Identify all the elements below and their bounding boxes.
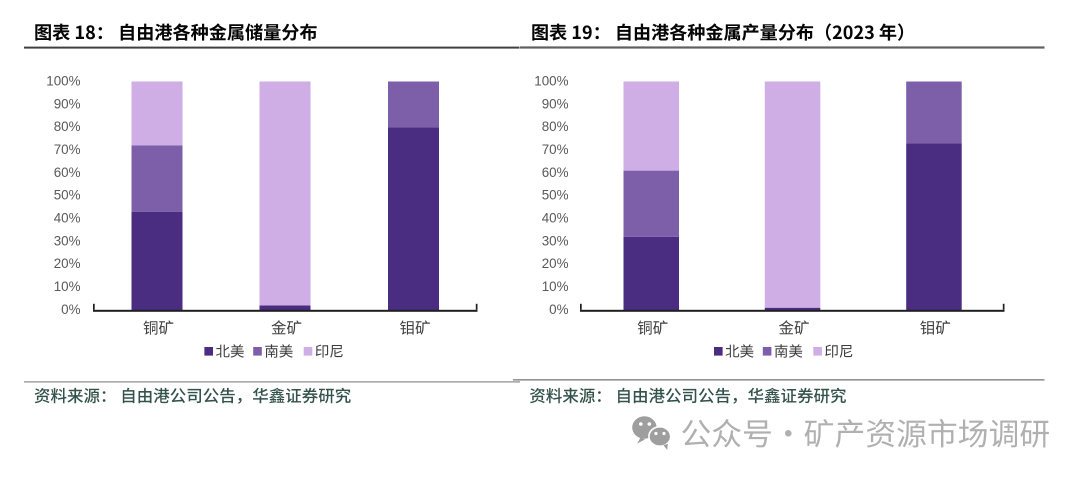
svg-text:80%: 80% [54, 119, 81, 134]
svg-text:100%: 100% [534, 74, 568, 89]
svg-text:40%: 40% [542, 211, 569, 226]
svg-text:30%: 30% [542, 233, 569, 248]
svg-text:90%: 90% [542, 96, 569, 111]
svg-text:0%: 0% [61, 302, 80, 317]
svg-text:70%: 70% [54, 142, 81, 157]
svg-text:20%: 20% [542, 256, 569, 271]
svg-text:60%: 60% [54, 165, 81, 180]
svg-text:30%: 30% [54, 233, 81, 248]
svg-text:50%: 50% [54, 188, 81, 203]
svg-text:100%: 100% [46, 74, 80, 89]
svg-text:60%: 60% [542, 165, 569, 180]
svg-text:70%: 70% [542, 142, 569, 157]
svg-text:50%: 50% [542, 188, 569, 203]
svg-text:0%: 0% [549, 302, 568, 317]
svg-text:20%: 20% [54, 256, 81, 271]
svg-text:40%: 40% [54, 211, 81, 226]
svg-text:10%: 10% [542, 279, 569, 294]
svg-text:80%: 80% [542, 119, 569, 134]
svg-text:10%: 10% [54, 279, 81, 294]
svg-text:90%: 90% [54, 96, 81, 111]
